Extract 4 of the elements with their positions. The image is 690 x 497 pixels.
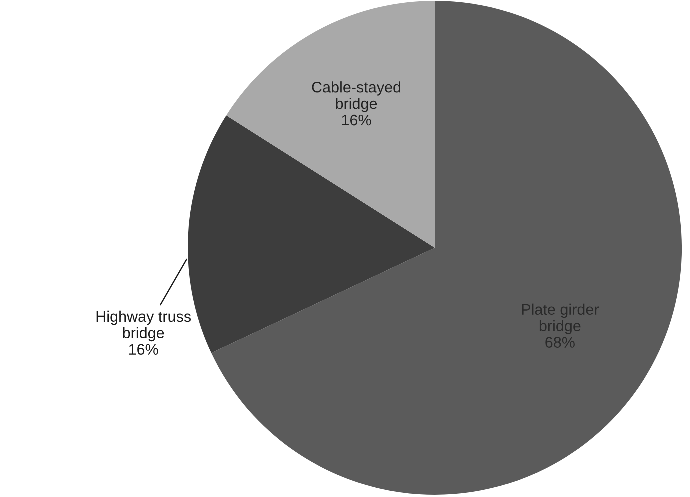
slice-label: Highway truss bridge — [96, 310, 191, 342]
slice-label: Cable-stayed bridge — [312, 82, 401, 112]
data-label: 16% — [129, 344, 158, 356]
data-label: 16% — [342, 114, 372, 126]
